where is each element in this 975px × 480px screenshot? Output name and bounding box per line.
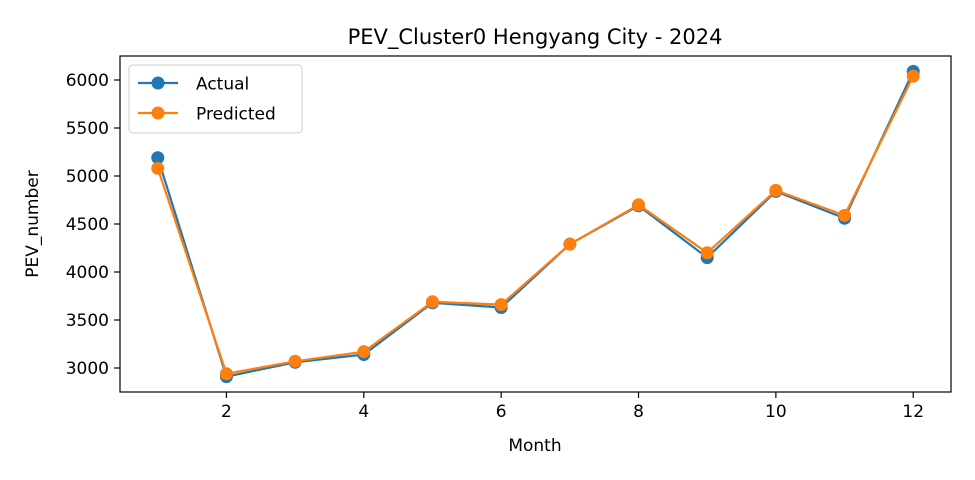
y-tick-label: 3500	[66, 311, 109, 331]
y-tick-label: 6000	[66, 71, 109, 91]
legend: Actual Predicted	[128, 64, 303, 134]
legend-actual-label: Actual	[196, 75, 249, 95]
legend-predicted-marker	[151, 106, 165, 120]
data-point-predicted	[425, 295, 439, 309]
y-tick-label: 5000	[66, 167, 109, 187]
chart-title: PEV_Cluster0 Hengyang City - 2024	[348, 25, 723, 50]
x-tick-label: 4	[358, 402, 369, 422]
x-tick-label: 2	[221, 402, 232, 422]
data-point-predicted	[632, 198, 646, 212]
y-tick-label: 4000	[66, 263, 109, 283]
y-tick-label: 5500	[66, 119, 109, 139]
x-tick-label: 12	[902, 402, 924, 422]
legend-actual-marker	[151, 76, 165, 90]
data-point-predicted	[494, 298, 508, 312]
data-point-actual	[151, 151, 165, 165]
legend-predicted-label: Predicted	[196, 105, 276, 125]
y-axis-ticks: 3000 3500 4000 4500 5000 5500 6000	[66, 71, 120, 379]
data-point-predicted	[700, 246, 714, 260]
series-layer	[151, 64, 920, 384]
data-point-predicted	[151, 161, 165, 175]
y-tick-label: 4500	[66, 215, 109, 235]
x-tick-label: 10	[765, 402, 787, 422]
x-tick-label: 8	[633, 402, 644, 422]
data-point-predicted	[357, 345, 371, 359]
series-predicted	[151, 69, 920, 381]
plot-area-frame	[119, 55, 952, 393]
data-point-predicted	[769, 183, 783, 197]
x-axis-label: Month	[508, 436, 561, 456]
data-point-predicted	[906, 69, 920, 83]
data-point-predicted	[563, 237, 577, 251]
series-line-predicted	[156, 75, 915, 375]
data-point-predicted	[838, 208, 852, 222]
y-tick-label: 3000	[66, 359, 109, 379]
y-axis-label: PEV_number	[23, 170, 43, 277]
x-axis-ticks: 2 4 6 8 10 12	[221, 392, 924, 422]
data-point-predicted	[219, 367, 233, 381]
x-tick-label: 6	[496, 402, 507, 422]
data-point-predicted	[288, 354, 302, 368]
